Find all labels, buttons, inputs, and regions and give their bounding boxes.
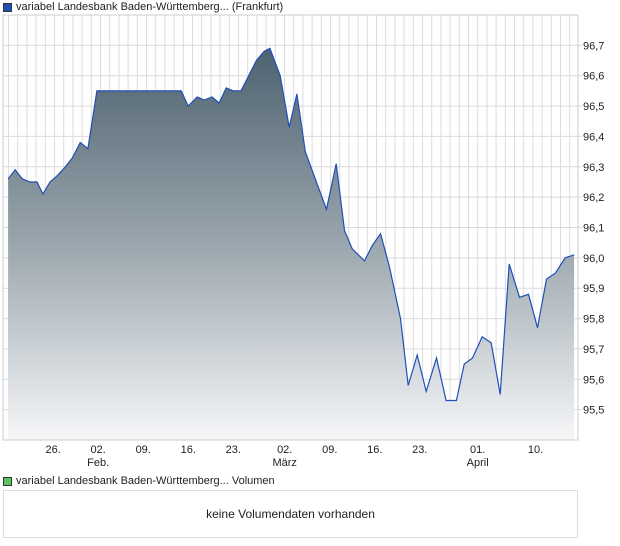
legend-swatch-volume (3, 476, 12, 486)
x-month-label: März (272, 457, 296, 469)
y-tick-label: 96,4 (583, 131, 604, 143)
legend-volume: variabel Landesbank Baden-Württemberg...… (3, 475, 275, 487)
price-chart: 95,5 95,6 95,7 95,8 95,9 96,0 96,1 96,2 96,3 96,4… (2, 14, 604, 469)
x-tick-label: 10. (528, 444, 543, 456)
x-tick-label: 02. (277, 444, 292, 456)
x-month-label: Feb. (87, 457, 109, 469)
y-tick-label: 95,7 (583, 344, 604, 356)
x-month-label: April (467, 457, 489, 469)
x-tick-label: 09. (322, 444, 337, 456)
x-tick-label: 16. (181, 444, 196, 456)
x-tick-label: 23. (226, 444, 241, 456)
y-tick-label: 96,5 (583, 101, 604, 113)
legend-price-label: variabel Landesbank Baden-Württemberg...… (16, 1, 284, 13)
y-tick-label: 96,3 (583, 162, 604, 174)
legend-price: variabel Landesbank Baden-Württemberg...… (3, 1, 283, 13)
y-tick-label: 96,0 (583, 253, 604, 265)
x-tick-label: 09. (136, 444, 151, 456)
volume-message: keine Volumendaten vorhanden (206, 507, 375, 521)
x-tick-label: 23. (412, 444, 427, 456)
y-tick-label: 96,1 (583, 223, 604, 235)
legend-swatch-price (3, 2, 12, 12)
volume-panel: keine Volumendaten vorhanden (3, 490, 578, 538)
x-tick-label: 26. (46, 444, 61, 456)
y-axis: 95,5 95,6 95,7 95,8 95,9 96,0 96,1 96,2 96,3 96,4… (583, 40, 604, 416)
y-tick-label: 95,9 (583, 283, 604, 295)
y-tick-label: 95,6 (583, 374, 604, 386)
x-tick-label: 02. (91, 444, 106, 456)
y-tick-label: 95,5 (583, 405, 604, 417)
price-line (7, 47, 575, 402)
plot-frame (2, 14, 579, 441)
y-tick-label: 96,6 (583, 71, 604, 83)
legend-volume-label: variabel Landesbank Baden-Württemberg...… (16, 475, 275, 487)
y-tick-label: 95,8 (583, 314, 604, 326)
y-tick-label: 96,7 (583, 40, 604, 52)
x-tick-label: 16. (367, 444, 382, 456)
price-area (8, 48, 575, 441)
y-tick-label: 96,2 (583, 192, 604, 204)
x-tick-label: 01. (470, 444, 485, 456)
